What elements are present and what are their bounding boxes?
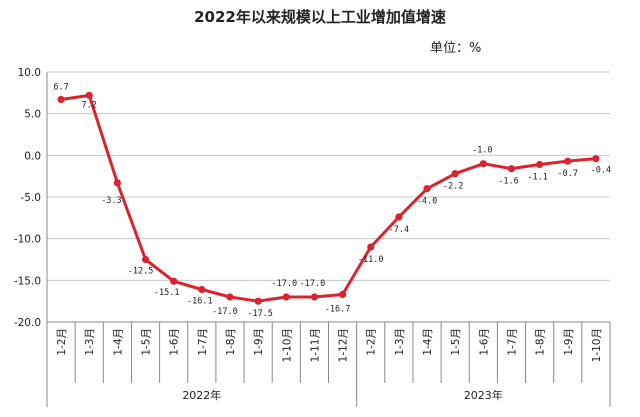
x-tick-labels: 1-2月 1-3月 1-4月 1-5月 1-6月 1-7月 1-8月 1-9月 1-10月 1-1… [56, 328, 603, 362]
x-tick-label: 1-9月 [253, 328, 265, 356]
y-tick-label: -10.0 [14, 234, 41, 246]
y-tick-label: 5.0 [24, 109, 41, 121]
unit-label: 单位：% [430, 41, 482, 56]
y-tick-label: -15.0 [14, 275, 41, 287]
data-point [479, 160, 487, 168]
data-point [254, 297, 262, 305]
data-point [310, 293, 319, 301]
gridlines [47, 71, 610, 323]
data-label: 7.2 [82, 100, 97, 110]
x-tick-label: 1-10月 [281, 328, 293, 362]
x-tick-label: 1-9月 [563, 328, 575, 356]
data-label: -15.1 [154, 288, 180, 298]
data-label: -16.1 [187, 297, 213, 307]
data-label: -17.0 [271, 279, 297, 289]
data-point [226, 293, 234, 301]
data-point [592, 155, 600, 163]
data-label: -17.5 [247, 309, 273, 319]
data-labels: 6.77.2-3.3-12.5-15.1-16.1-17.0 -17.5-17.0… [53, 83, 611, 320]
data-point [536, 160, 544, 169]
chart-title: 2022年以来规模以上工业增加值增速 [194, 8, 446, 26]
year-group-labels: 2022年 2023年 [182, 388, 503, 402]
x-tick-label: 1-7月 [506, 328, 518, 356]
data-point [507, 165, 516, 173]
data-point [395, 213, 403, 221]
data-label: -3.3 [101, 196, 121, 206]
x-tick-label: 1-4月 [112, 328, 124, 356]
y-tick-label: -5.0 [21, 192, 42, 204]
x-tick-label: 1-10月 [591, 328, 603, 362]
x-tick-label: 1-8月 [225, 328, 237, 356]
data-point [338, 290, 347, 299]
x-tick-label: 1-7月 [197, 328, 209, 356]
data-label: -0.4 [591, 166, 611, 176]
x-tick-label: 1-11月 [309, 328, 321, 362]
x-tick-label: 1-3月 [394, 328, 406, 356]
year-group-label: 2022年 [182, 388, 221, 402]
series-line [60, 93, 597, 303]
data-label: -0.7 [558, 169, 578, 179]
axes [46, 72, 611, 407]
data-points [57, 91, 600, 305]
data-label: -7.4 [389, 225, 409, 235]
y-tick-labels: 10.0 5.0 0.0 -5.0 -10.0 -15.0 -20.0 [14, 67, 41, 329]
data-point [57, 95, 65, 104]
year-group-label: 2023年 [464, 388, 503, 402]
y-tick-label: 10.0 [18, 67, 41, 79]
data-point [564, 157, 572, 165]
data-point [423, 185, 431, 193]
x-tick-label: 1-3月 [84, 328, 96, 356]
series-line-path [60, 93, 597, 303]
y-tick-label: 0.0 [24, 150, 41, 162]
x-tick-label: 1-6月 [478, 328, 490, 356]
data-label: -1.1 [527, 173, 547, 183]
x-tick-label: 1-6月 [169, 328, 181, 356]
data-point [85, 91, 93, 99]
data-point [451, 170, 459, 178]
data-label: -16.7 [325, 305, 351, 315]
data-label: -11.0 [358, 255, 384, 265]
data-label: 6.7 [53, 83, 68, 93]
data-point [198, 285, 206, 294]
data-label: -12.5 [128, 267, 154, 277]
x-tick-label: 1-4月 [422, 328, 434, 356]
x-tick-label: 1-5月 [450, 328, 462, 356]
data-label: -1.0 [472, 146, 492, 156]
x-tick-label: 1-2月 [366, 328, 378, 356]
x-tick-label: 1-5月 [141, 328, 153, 356]
data-point [113, 179, 121, 187]
data-point [367, 243, 375, 251]
x-tick-label: 1-2月 [56, 328, 68, 356]
data-label: -17.0 [212, 307, 238, 317]
data-point [141, 255, 150, 264]
y-tick-label: -20.0 [14, 317, 41, 329]
data-label: -2.2 [443, 182, 463, 192]
data-label: -4.0 [417, 197, 437, 207]
data-label: -1.6 [498, 177, 518, 187]
x-tick-label: 1-12月 [338, 328, 350, 362]
data-label: -17.0 [300, 279, 326, 289]
data-point [282, 293, 290, 301]
x-tick-label: 1-8月 [535, 328, 547, 356]
data-point [170, 277, 178, 285]
